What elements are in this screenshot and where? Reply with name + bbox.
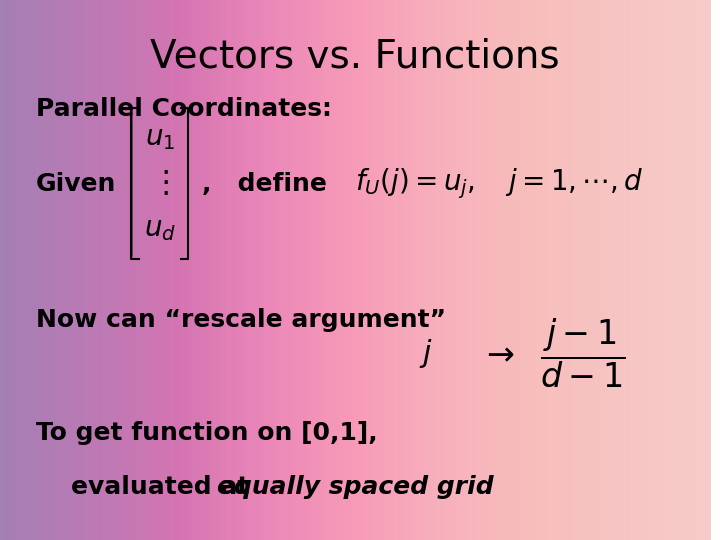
Text: $f_U(j)=u_j,\quad j=1,\cdots,d$: $f_U(j)=u_j,\quad j=1,\cdots,d$	[355, 166, 644, 201]
Text: ,   define: , define	[202, 172, 328, 195]
Text: $j$: $j$	[419, 337, 433, 370]
Text: evaluated at: evaluated at	[71, 475, 258, 499]
Text: Parallel Coordinates:: Parallel Coordinates:	[35, 97, 331, 121]
Text: $u_1$: $u_1$	[145, 124, 175, 152]
Text: Given: Given	[35, 172, 116, 195]
Text: Vectors vs. Functions: Vectors vs. Functions	[150, 38, 560, 76]
Text: $\vdots$: $\vdots$	[150, 169, 169, 198]
Text: Now can “rescale argument”: Now can “rescale argument”	[35, 308, 446, 332]
Text: $\dfrac{j-1}{d-1}$: $\dfrac{j-1}{d-1}$	[540, 317, 625, 390]
Text: $u_d$: $u_d$	[144, 215, 176, 243]
Text: To get function on [0,1],: To get function on [0,1],	[35, 421, 377, 445]
Text: equally spaced grid: equally spaced grid	[217, 475, 493, 499]
Text: $\rightarrow$: $\rightarrow$	[480, 337, 515, 370]
